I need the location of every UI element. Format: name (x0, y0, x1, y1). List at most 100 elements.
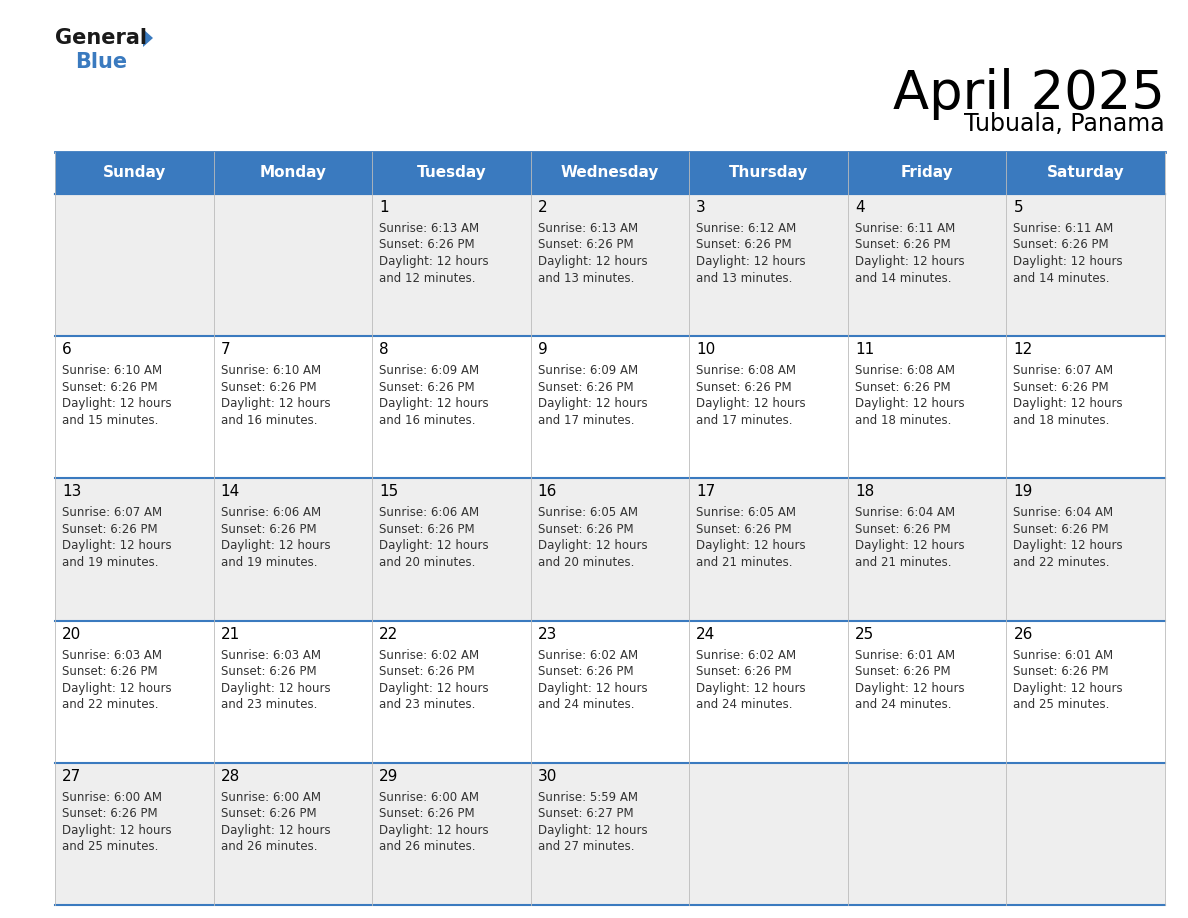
Bar (214, 152, 372, 194)
Bar (848, 152, 1006, 194)
Text: and 23 minutes.: and 23 minutes. (221, 698, 317, 711)
Bar (372, 194, 531, 336)
Text: Daylight: 12 hours: Daylight: 12 hours (62, 823, 171, 837)
Text: 25: 25 (855, 627, 874, 642)
Text: Sunrise: 6:10 AM: Sunrise: 6:10 AM (62, 364, 162, 377)
Bar (55, 336, 214, 478)
Text: Sunday: Sunday (102, 165, 166, 181)
Bar (689, 336, 848, 478)
Text: Daylight: 12 hours: Daylight: 12 hours (855, 397, 965, 410)
Text: Sunrise: 5:59 AM: Sunrise: 5:59 AM (538, 790, 638, 804)
Text: Sunset: 6:26 PM: Sunset: 6:26 PM (62, 666, 158, 678)
Text: Sunrise: 6:05 AM: Sunrise: 6:05 AM (696, 507, 796, 520)
Text: 4: 4 (855, 200, 865, 215)
Text: Sunset: 6:26 PM: Sunset: 6:26 PM (221, 666, 316, 678)
Text: 29: 29 (379, 768, 398, 784)
Text: Daylight: 12 hours: Daylight: 12 hours (1013, 540, 1123, 553)
Text: Sunrise: 6:09 AM: Sunrise: 6:09 AM (538, 364, 638, 377)
Text: 18: 18 (855, 485, 874, 499)
Bar (531, 621, 689, 763)
Bar (531, 152, 689, 194)
Polygon shape (143, 29, 153, 47)
Text: and 19 minutes.: and 19 minutes. (62, 556, 158, 569)
Text: Daylight: 12 hours: Daylight: 12 hours (1013, 397, 1123, 410)
Text: and 26 minutes.: and 26 minutes. (379, 840, 475, 854)
Text: Daylight: 12 hours: Daylight: 12 hours (538, 397, 647, 410)
Text: and 24 minutes.: and 24 minutes. (538, 698, 634, 711)
Text: Daylight: 12 hours: Daylight: 12 hours (62, 397, 171, 410)
Text: 5: 5 (1013, 200, 1023, 215)
Text: Daylight: 12 hours: Daylight: 12 hours (379, 397, 488, 410)
Text: Daylight: 12 hours: Daylight: 12 hours (379, 540, 488, 553)
Text: 2: 2 (538, 200, 548, 215)
Text: Sunrise: 6:09 AM: Sunrise: 6:09 AM (379, 364, 479, 377)
Text: and 27 minutes.: and 27 minutes. (538, 840, 634, 854)
Text: Friday: Friday (901, 165, 954, 181)
Bar (372, 152, 531, 194)
Text: 6: 6 (62, 342, 71, 357)
Text: 16: 16 (538, 485, 557, 499)
Text: Sunset: 6:27 PM: Sunset: 6:27 PM (538, 807, 633, 821)
Bar (689, 478, 848, 621)
Text: Sunset: 6:26 PM: Sunset: 6:26 PM (1013, 381, 1110, 394)
Text: and 21 minutes.: and 21 minutes. (855, 556, 952, 569)
Text: Sunrise: 6:07 AM: Sunrise: 6:07 AM (62, 507, 162, 520)
Text: 27: 27 (62, 768, 81, 784)
Text: Sunrise: 6:05 AM: Sunrise: 6:05 AM (538, 507, 638, 520)
Text: Sunrise: 6:08 AM: Sunrise: 6:08 AM (696, 364, 796, 377)
Text: Daylight: 12 hours: Daylight: 12 hours (1013, 681, 1123, 695)
Bar (1006, 194, 1165, 336)
Text: Daylight: 12 hours: Daylight: 12 hours (696, 397, 805, 410)
Text: 23: 23 (538, 627, 557, 642)
Text: and 19 minutes.: and 19 minutes. (221, 556, 317, 569)
Text: and 17 minutes.: and 17 minutes. (538, 414, 634, 427)
Bar (214, 763, 372, 905)
Text: and 22 minutes.: and 22 minutes. (1013, 556, 1110, 569)
Text: Sunset: 6:26 PM: Sunset: 6:26 PM (696, 523, 792, 536)
Text: and 15 minutes.: and 15 minutes. (62, 414, 158, 427)
Text: Daylight: 12 hours: Daylight: 12 hours (538, 823, 647, 837)
Text: 12: 12 (1013, 342, 1032, 357)
Text: and 20 minutes.: and 20 minutes. (538, 556, 634, 569)
Text: and 14 minutes.: and 14 minutes. (1013, 272, 1110, 285)
Text: Sunrise: 6:02 AM: Sunrise: 6:02 AM (379, 649, 479, 662)
Text: Daylight: 12 hours: Daylight: 12 hours (538, 681, 647, 695)
Text: Sunset: 6:26 PM: Sunset: 6:26 PM (221, 807, 316, 821)
Bar (848, 621, 1006, 763)
Bar (372, 763, 531, 905)
Text: Daylight: 12 hours: Daylight: 12 hours (221, 397, 330, 410)
Text: 26: 26 (1013, 627, 1032, 642)
Text: and 22 minutes.: and 22 minutes. (62, 698, 158, 711)
Text: Sunrise: 6:10 AM: Sunrise: 6:10 AM (221, 364, 321, 377)
Bar (1006, 478, 1165, 621)
Text: Sunset: 6:26 PM: Sunset: 6:26 PM (379, 523, 475, 536)
Text: Sunrise: 6:11 AM: Sunrise: 6:11 AM (1013, 222, 1113, 235)
Text: Sunrise: 6:02 AM: Sunrise: 6:02 AM (696, 649, 796, 662)
Bar (531, 336, 689, 478)
Bar (689, 152, 848, 194)
Text: Sunset: 6:26 PM: Sunset: 6:26 PM (379, 807, 475, 821)
Bar (55, 763, 214, 905)
Text: Sunset: 6:26 PM: Sunset: 6:26 PM (696, 239, 792, 252)
Text: Sunset: 6:26 PM: Sunset: 6:26 PM (62, 523, 158, 536)
Text: Daylight: 12 hours: Daylight: 12 hours (379, 823, 488, 837)
Text: and 21 minutes.: and 21 minutes. (696, 556, 792, 569)
Text: and 25 minutes.: and 25 minutes. (1013, 698, 1110, 711)
Text: Daylight: 12 hours: Daylight: 12 hours (696, 681, 805, 695)
Text: Sunset: 6:26 PM: Sunset: 6:26 PM (221, 381, 316, 394)
Bar (531, 763, 689, 905)
Text: Daylight: 12 hours: Daylight: 12 hours (855, 255, 965, 268)
Text: Sunrise: 6:02 AM: Sunrise: 6:02 AM (538, 649, 638, 662)
Text: Sunset: 6:26 PM: Sunset: 6:26 PM (855, 239, 950, 252)
Text: and 24 minutes.: and 24 minutes. (696, 698, 792, 711)
Text: Sunset: 6:26 PM: Sunset: 6:26 PM (1013, 523, 1110, 536)
Text: Sunrise: 6:03 AM: Sunrise: 6:03 AM (221, 649, 321, 662)
Text: 13: 13 (62, 485, 81, 499)
Bar (1006, 336, 1165, 478)
Text: and 26 minutes.: and 26 minutes. (221, 840, 317, 854)
Text: Sunset: 6:26 PM: Sunset: 6:26 PM (379, 239, 475, 252)
Text: Sunrise: 6:01 AM: Sunrise: 6:01 AM (1013, 649, 1113, 662)
Text: Saturday: Saturday (1047, 165, 1125, 181)
Text: Daylight: 12 hours: Daylight: 12 hours (379, 255, 488, 268)
Bar (1006, 763, 1165, 905)
